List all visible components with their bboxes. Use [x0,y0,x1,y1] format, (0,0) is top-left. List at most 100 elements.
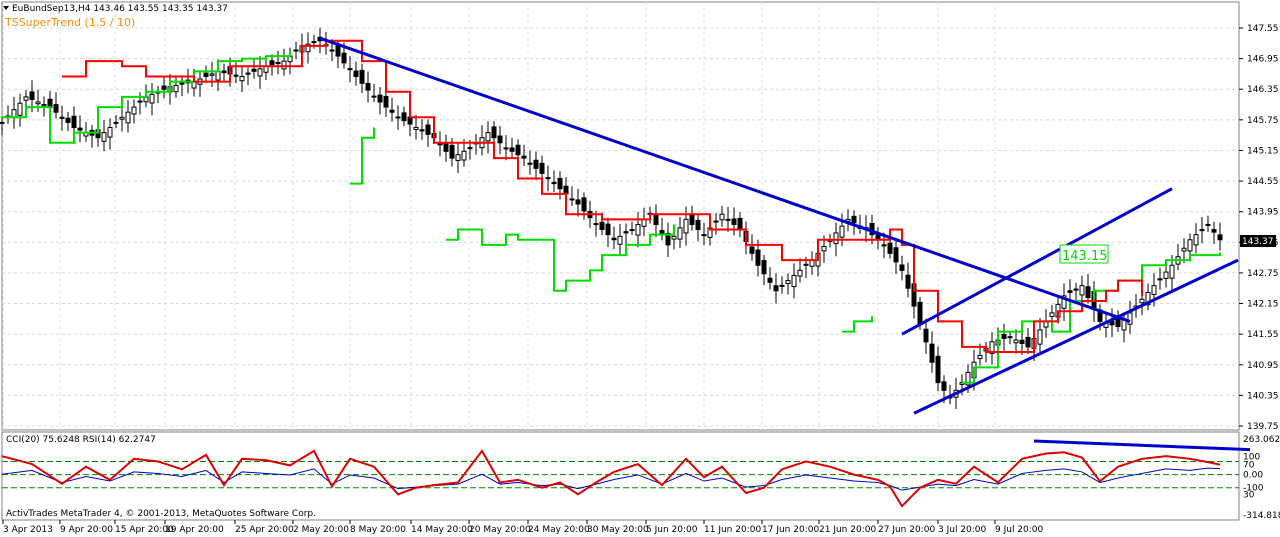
x-tick-label: 14 May 20:00 [411,525,473,535]
candle-body [965,371,971,386]
candle-body [545,177,551,180]
candle-body [137,100,143,103]
indicator-label: TSSuperTrend (1.5 / 10) [4,16,135,29]
candle-body [509,147,515,152]
candle-body [173,84,179,93]
candle-body [305,43,311,53]
y-tick-label: 142.15 [1247,300,1279,310]
candle-body [539,162,545,174]
candle-body [581,197,587,212]
candle-body [887,242,893,254]
candle-body [917,301,923,325]
candle-body [329,49,335,52]
candle-body [485,132,491,142]
x-tick-label: 19 Apr 20:00 [165,525,224,535]
supertrend-up-line [842,316,873,333]
candle-body [593,223,599,226]
candle-body [851,215,857,224]
y-tick-label: 146.35 [1247,85,1279,95]
candle-body [437,143,443,146]
rsi-line [1,467,1221,491]
candle-body [455,154,461,161]
candle-body [65,117,71,123]
candle-body [1205,223,1211,226]
candle-body [1067,290,1073,293]
candle-body [923,328,929,343]
candle-body [413,127,419,130]
cci-line [1,449,1221,508]
candle-body [563,185,569,195]
candle-body [269,60,275,66]
candle-body [977,354,983,360]
candle-body [17,102,23,116]
candle-body [449,144,455,159]
candle-body [1007,336,1013,339]
x-tick-label: 3 Apr 2013 [3,525,53,535]
candle-body [725,218,731,221]
candle-body [797,269,803,277]
candle-body [665,232,671,246]
candle-body [569,198,575,201]
candle-body [161,85,167,90]
candle-body [359,69,365,84]
trendline [913,258,1239,415]
candle-body [353,70,359,77]
candle-body [839,225,845,238]
candle-body [779,284,785,287]
candle-body [845,218,851,222]
candle-body [1025,336,1031,348]
candle-body [791,274,797,288]
candle-body [731,218,737,225]
candle-body [275,62,281,65]
candle-body [719,213,725,221]
candle-body [941,381,947,391]
candle-body [113,121,119,124]
candle-body [761,260,767,275]
x-tick-label: 24 May 20:00 [528,525,590,535]
x-tick-label: 21 Jun 20:00 [819,525,876,535]
candle-body [1079,285,1085,296]
candle-body [71,115,77,128]
candle-body [935,355,941,384]
candle-body [749,246,755,254]
trendlines [319,36,1239,415]
collapse-triangle-icon[interactable] [3,6,9,10]
candle-body [641,218,647,227]
candle-body [821,246,827,252]
candle-body [515,144,521,156]
supertrend-lines [2,39,1221,384]
copyright-text: ActivTrades MetaTrader 4, © 2001-2013, M… [6,509,316,519]
x-tick-label: 20 May 20:00 [469,525,531,535]
candle-body [53,104,59,113]
candle-body [1001,334,1007,339]
candle-body [119,116,125,120]
candle-body [605,223,611,236]
level-label: 70 [1243,460,1255,470]
candle-body [149,93,155,104]
supertrend-up-line [2,50,291,144]
candle-body [899,264,905,271]
candle-body [23,96,29,101]
level-label: -100 [1243,484,1264,494]
candle-body [425,124,431,135]
candle-body [551,181,557,185]
candle-body [209,73,215,76]
candle-body [629,229,635,232]
candle-body [1157,278,1163,281]
candle-body [101,132,107,142]
candle-body [383,95,389,108]
candle-body [257,68,263,77]
x-tick-label: 9 Jul 20:00 [995,525,1044,535]
sub-grid [2,460,1239,489]
candle-body [419,129,425,132]
level-label: 30 [1243,491,1255,501]
y-tick-label: 145.15 [1247,146,1279,156]
candle-body [713,220,719,223]
candle-body [557,177,563,190]
candle-body [611,237,617,241]
candle-body [239,75,245,82]
candle-body [1151,285,1157,295]
symbol-header: EuBundSep13,H4 143.46 143.55 143.35 143.… [12,4,228,14]
candle-body [737,217,743,231]
